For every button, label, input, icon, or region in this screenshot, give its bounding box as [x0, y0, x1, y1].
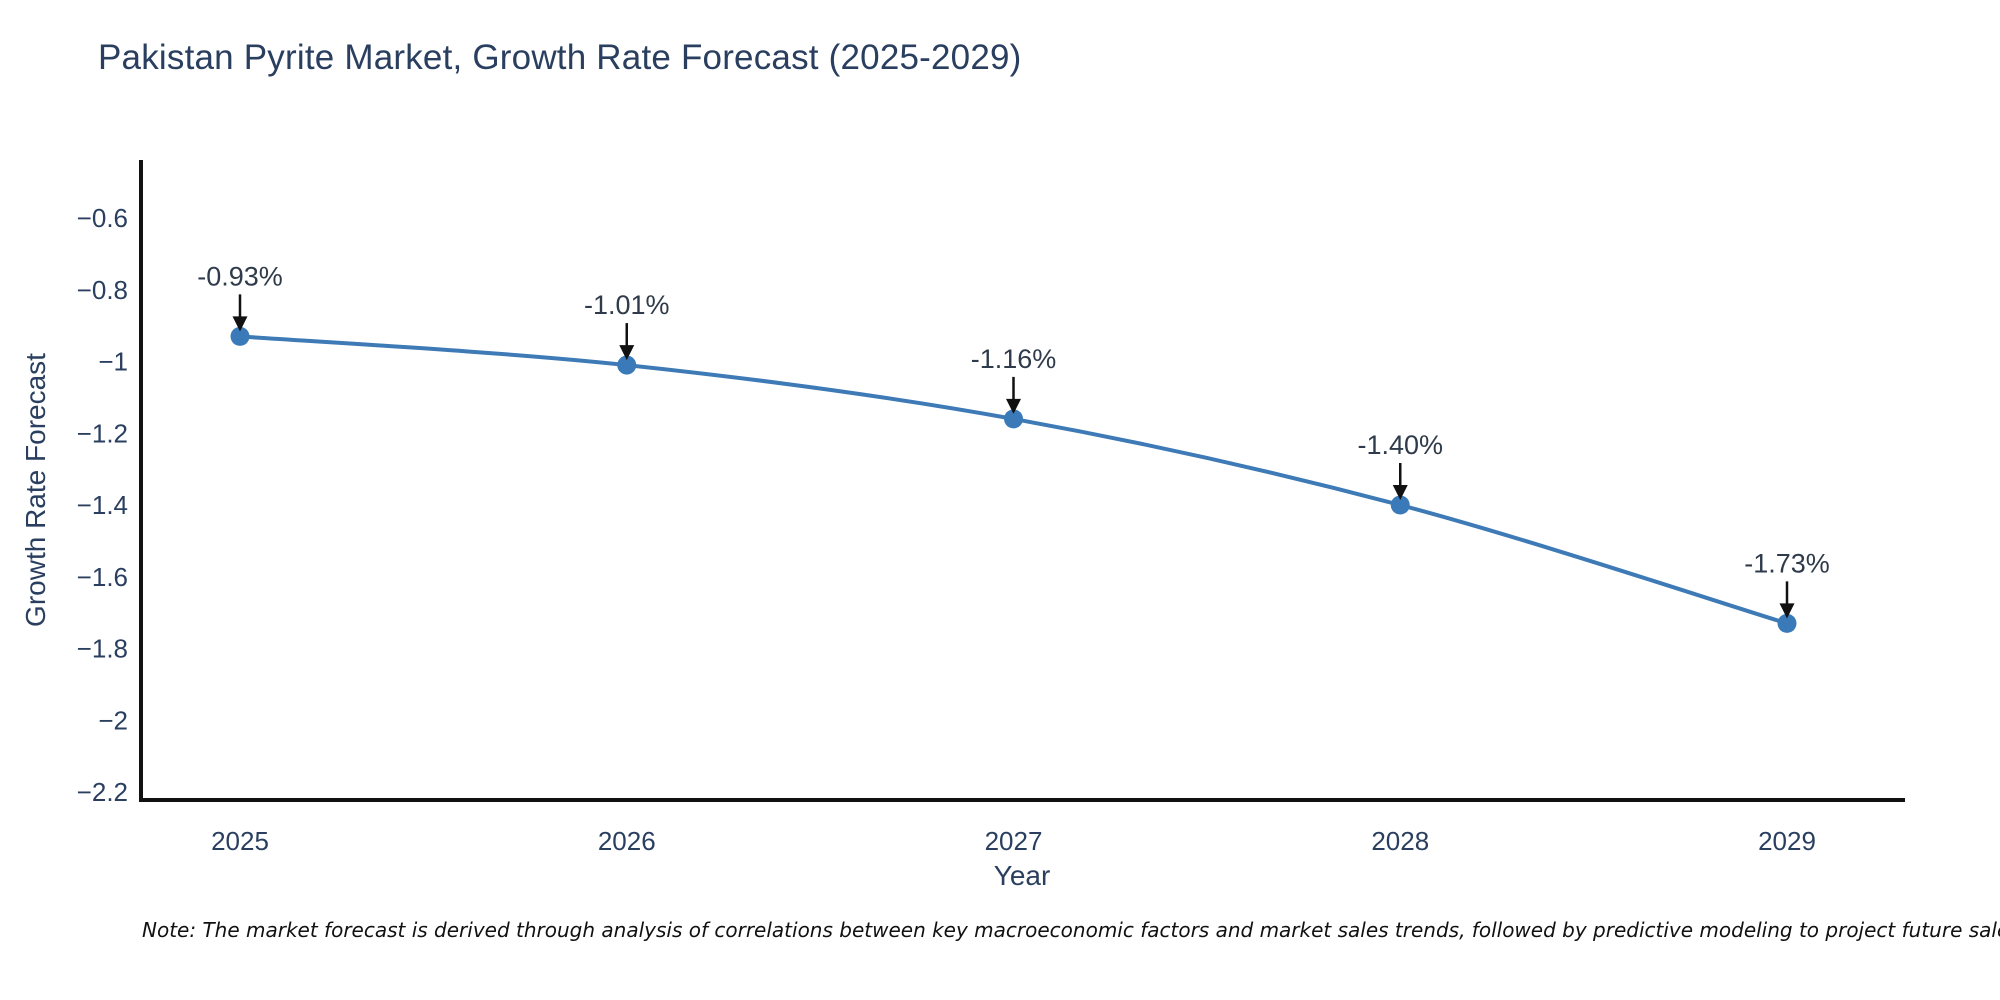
annotation-arrowhead — [232, 316, 248, 332]
annotation-arrowhead — [1779, 603, 1795, 619]
y-tick-label: −1 — [98, 347, 128, 377]
data-point-marker — [617, 355, 637, 375]
annotation-label: -1.01% — [584, 290, 670, 320]
data-point-marker — [1004, 409, 1023, 429]
annotation-label: -1.73% — [1744, 548, 1830, 578]
data-point-marker — [1777, 613, 1797, 633]
x-tick-label: 2029 — [1758, 826, 1816, 856]
y-tick-label: −1.2 — [77, 418, 128, 448]
data-point-marker — [230, 326, 250, 346]
y-tick-label: −0.6 — [77, 203, 128, 233]
y-tick-label: −2.2 — [77, 777, 128, 807]
x-tick-label: 2027 — [985, 826, 1043, 856]
chart-title: Pakistan Pyrite Market, Growth Rate Fore… — [98, 38, 1022, 77]
y-tick-label: −1.8 — [77, 634, 128, 664]
data-point-marker — [1390, 495, 1410, 515]
x-axis-title: Year — [993, 860, 1051, 891]
annotation-arrowhead — [1006, 398, 1021, 414]
annotation-label: -1.16% — [971, 344, 1057, 374]
x-tick-label: 2026 — [598, 826, 656, 856]
annotation-arrowhead — [619, 345, 635, 361]
footnote: Note: The market forecast is derived thr… — [142, 918, 2000, 942]
y-tick-label: −1.6 — [77, 562, 128, 592]
annotation-label: -1.40% — [1357, 430, 1443, 460]
y-tick-label: −0.8 — [77, 275, 128, 305]
y-tick-label: −2 — [98, 705, 128, 735]
x-tick-label: 2028 — [1371, 826, 1429, 856]
annotation-label: -0.93% — [197, 261, 283, 291]
y-tick-label: −1.4 — [77, 490, 128, 520]
annotation-arrowhead — [1392, 485, 1408, 500]
x-tick-label: 2025 — [211, 826, 269, 856]
